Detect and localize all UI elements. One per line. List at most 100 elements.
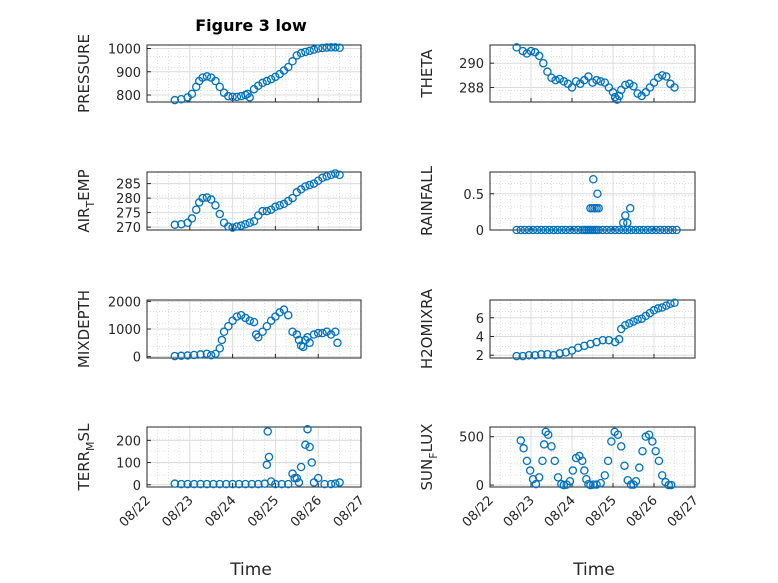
data-point [228,223,237,232]
data-point [668,225,677,235]
data-point [187,89,197,99]
data-point [313,328,323,338]
data-point [279,305,289,314]
data-point [187,214,197,223]
data-point [520,225,530,235]
data-point [559,77,569,86]
data-point [331,479,340,488]
data-point [589,174,598,184]
subplot-rainfall: 0 0.5 RAINFALL [418,165,696,239]
y-axis-label: AIRTEMP [75,169,97,232]
data-point [283,62,293,72]
data-point [279,199,289,209]
data-point [241,479,250,489]
axes-box [489,171,696,231]
data-point [232,92,242,102]
data-point [215,479,225,489]
data-point [209,479,218,489]
x-tick-label: 08/23 [501,493,538,530]
data-point [183,479,192,489]
data-point [191,205,201,214]
data-point [645,83,655,92]
data-point [318,328,327,338]
data-point [266,74,276,84]
data-point [189,479,199,489]
data-point [670,298,679,308]
y-axis-label: THETA [418,49,436,99]
data-point [649,78,659,87]
data-point [271,479,280,489]
x-tick-label: 08/25 [245,493,282,530]
data-point [664,225,673,235]
data-point [621,80,630,90]
y-tick-label: 275 [116,207,141,222]
data-point [600,471,610,480]
data-point [516,436,526,445]
data-point [610,225,620,235]
x-tick-label: 08/23 [160,493,197,530]
data-point [254,479,263,489]
y-tick-label: 1000 [108,323,141,338]
data-point [643,225,653,235]
data-point [202,72,212,81]
axes-border [489,299,696,359]
data-point [202,193,212,202]
y-tick-label: 285 [116,178,141,193]
data-point [543,67,552,76]
data-point [616,442,626,451]
data-point [254,211,263,220]
data-point [621,321,630,330]
y-tick-label: 0 [133,351,141,366]
data-point [603,456,613,466]
data-point [553,473,563,482]
data-point [653,304,663,313]
data-point [294,478,304,487]
data-point [580,466,589,475]
data-point [296,462,306,472]
data-point [526,46,536,56]
subplot-terr-msl: 0 100 200 TERRMSL 08/22 08/23 08/24 08/25 08/26 0… [75,423,368,530]
data-point [202,349,212,359]
data-point [309,330,319,339]
data-point [170,351,180,361]
data-point [331,169,340,178]
data-point [592,75,601,85]
data-point [292,188,302,197]
data-point [573,225,583,235]
data-point [567,83,577,92]
data-point [245,218,254,227]
y-tick-label: 2000 [108,295,141,310]
data-point [666,480,676,490]
data-point [638,446,647,456]
data-point [232,222,242,231]
data-point [258,327,267,337]
data-point [602,225,612,235]
data-point [629,317,638,326]
data-point [262,76,272,86]
data-point [275,201,284,210]
data-point [582,475,591,484]
data-point [228,92,237,102]
data-point [613,430,623,439]
data-point [621,211,630,220]
data-point [512,351,521,361]
data-point [170,220,180,230]
data-point [335,478,344,487]
data-point [247,479,257,489]
data-point [657,303,667,312]
subplot-pressure: 800 900 1000 PRESSURE [75,34,362,113]
data-point [571,77,581,86]
data-point [326,479,336,489]
data-point [596,478,605,488]
data-point [283,310,293,320]
data-point [241,219,250,229]
data-point [313,473,323,483]
data-point [651,446,660,456]
data-point [550,456,560,466]
data-point [262,206,272,216]
data-point [288,469,297,478]
data-point [522,49,532,58]
data-point [301,440,310,450]
data-point [608,88,618,97]
data-point [241,313,250,323]
